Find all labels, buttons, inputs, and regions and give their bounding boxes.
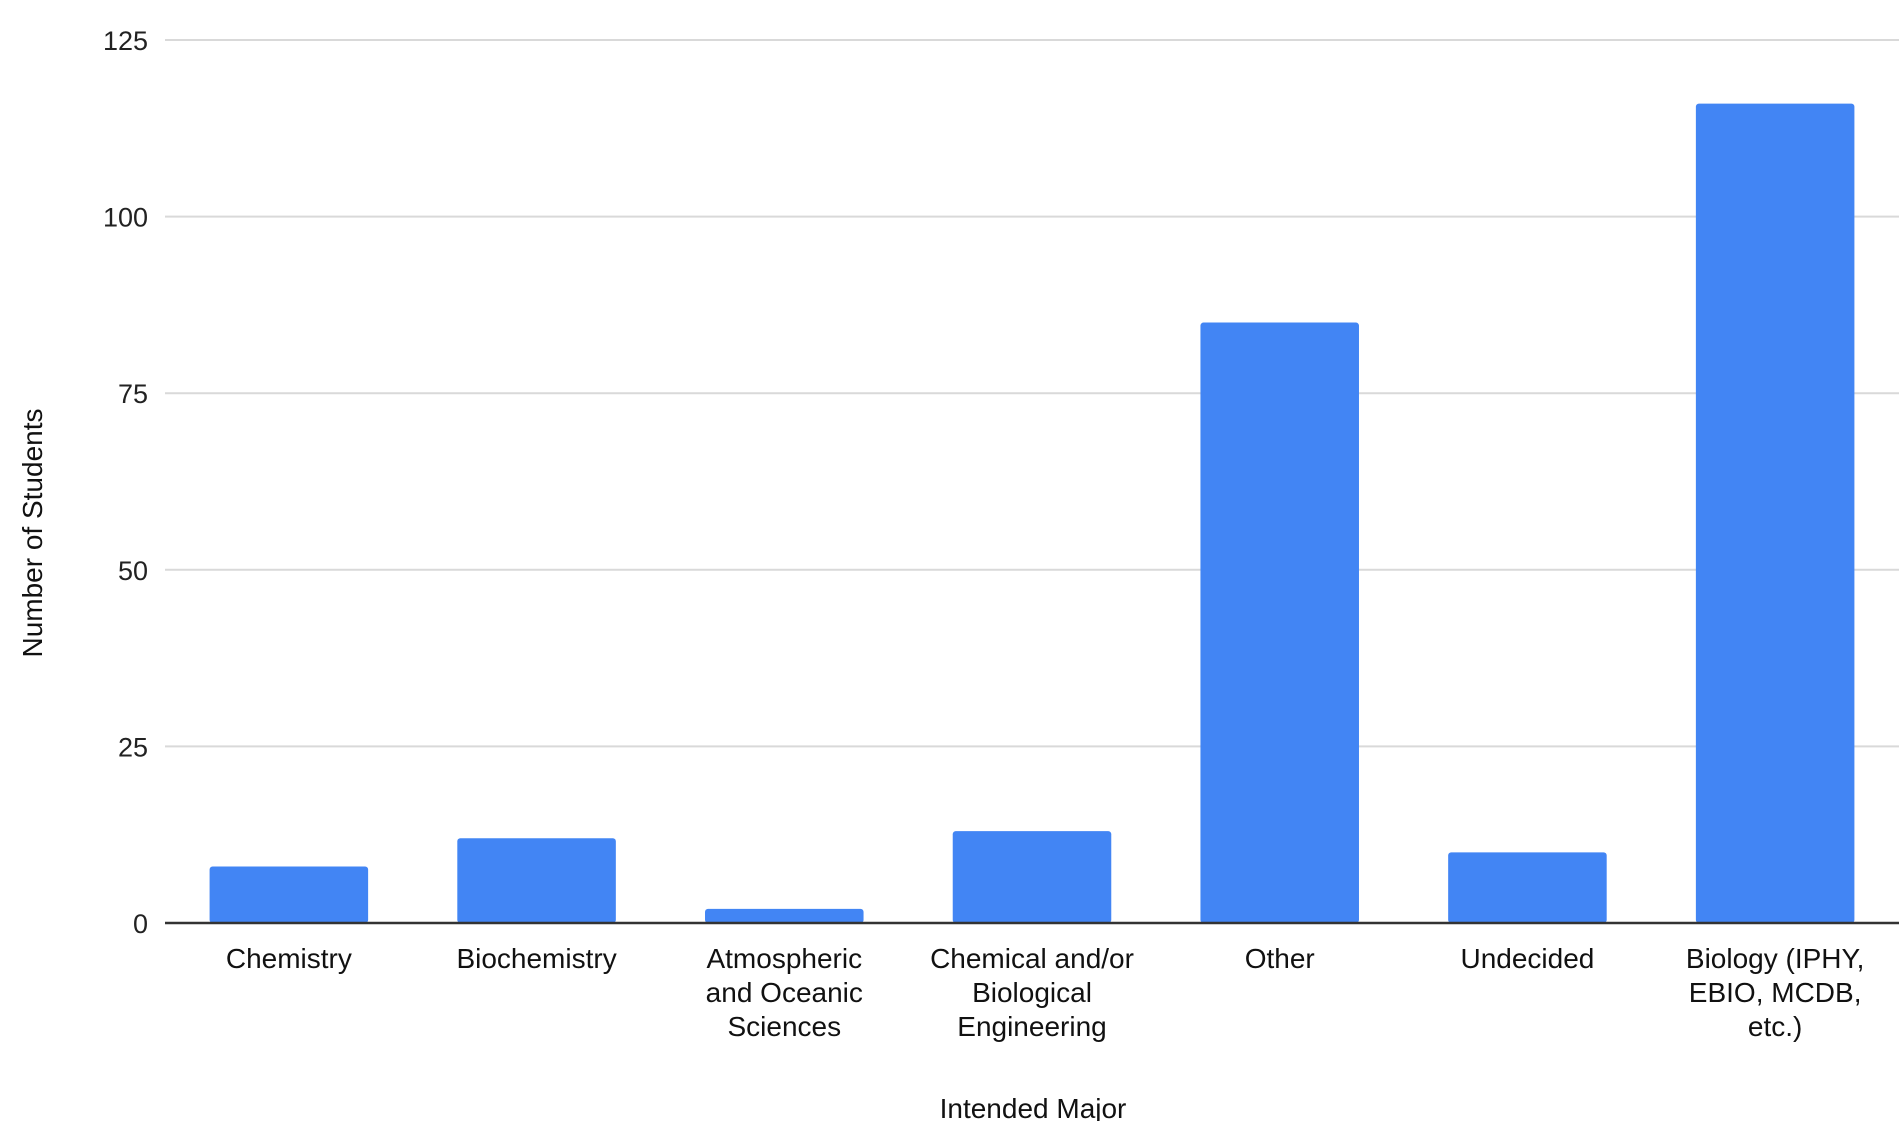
x-tick-label-line: Atmospheric xyxy=(706,943,862,974)
x-tick-label-5: Undecided xyxy=(1460,943,1594,974)
y-tick-label-0: 0 xyxy=(133,909,148,939)
x-tick-label-line: etc.) xyxy=(1748,1011,1802,1042)
y-axis-title: Number of Students xyxy=(17,408,48,657)
bar-4 xyxy=(1200,322,1359,923)
bars xyxy=(209,103,1855,924)
x-tick-label-line: Biology (IPHY, xyxy=(1686,943,1864,974)
y-tick-label-75: 75 xyxy=(118,379,148,409)
labels: 0 25 50 75 100 125 Chemistry Biochemistry Atmosp… xyxy=(103,26,1864,1042)
x-tick-label-line: Chemical and/or xyxy=(930,943,1134,974)
x-tick-label-line: EBIO, MCDB, xyxy=(1689,977,1862,1008)
gridlines xyxy=(165,39,1899,748)
bar-3 xyxy=(952,831,1112,923)
x-tick-label-line: Undecided xyxy=(1460,943,1594,974)
y-tick-label-50: 50 xyxy=(118,556,148,586)
y-tick-label-25: 25 xyxy=(118,732,148,762)
x-tick-label-2: Atmospheric and Oceanic Sciences xyxy=(706,943,863,1042)
y-tick-label-125: 125 xyxy=(103,26,148,56)
x-tick-label-3: Chemical and/or Biological Engineering xyxy=(930,943,1134,1042)
y-tick-label-100: 100 xyxy=(103,203,148,233)
x-tick-label-line: Biochemistry xyxy=(456,943,616,974)
bar-5 xyxy=(1448,852,1607,923)
x-tick-label-line: Chemistry xyxy=(226,943,352,974)
x-tick-label-line: Biological xyxy=(972,977,1092,1008)
bar-0 xyxy=(209,866,369,923)
x-tick-label-0: Chemistry xyxy=(226,943,352,974)
bar-6 xyxy=(1695,103,1855,924)
x-tick-label-line: Engineering xyxy=(957,1011,1106,1042)
x-tick-label-line: and Oceanic xyxy=(706,977,863,1008)
x-tick-label-line: Other xyxy=(1245,943,1315,974)
x-tick-label-1: Biochemistry xyxy=(456,943,616,974)
x-tick-label-6: Biology (IPHY, EBIO, MCDB, etc.) xyxy=(1686,943,1864,1042)
x-tick-label-4: Other xyxy=(1245,943,1315,974)
bar-2 xyxy=(705,908,864,923)
bar-1 xyxy=(457,838,616,923)
x-axis-title: Intended Major xyxy=(940,1093,1127,1121)
x-tick-label-line: Sciences xyxy=(727,1011,841,1042)
